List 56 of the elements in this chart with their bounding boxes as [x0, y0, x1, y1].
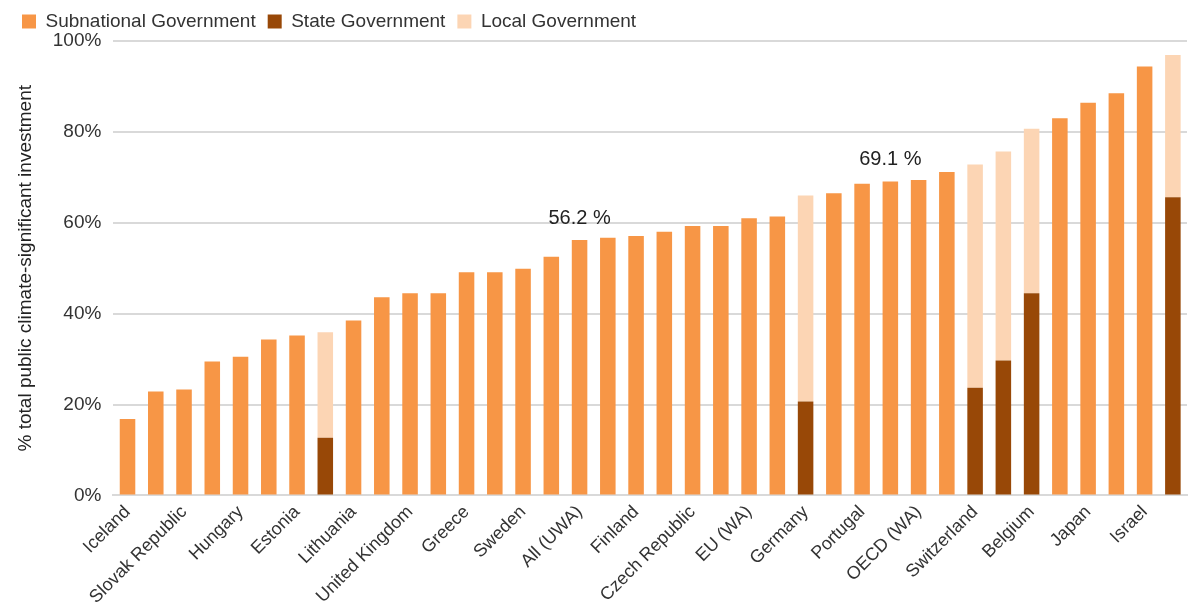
- bar: [684, 225, 701, 495]
- bar: [289, 335, 305, 495]
- bar: [797, 195, 814, 402]
- bar: [148, 391, 164, 495]
- legend-label: Local Government: [480, 9, 637, 31]
- bar: [1052, 118, 1068, 495]
- bar: [769, 216, 786, 495]
- bar: [600, 237, 616, 495]
- bar: [232, 356, 249, 495]
- bar: [882, 181, 899, 495]
- bar: [1108, 93, 1125, 495]
- bar: [910, 180, 927, 495]
- bar: [628, 235, 644, 495]
- bar: [543, 256, 560, 495]
- y-tick-label: 40%: [63, 301, 102, 323]
- bar: [854, 183, 870, 495]
- legend-label: State Government: [291, 9, 447, 31]
- bar: [317, 332, 334, 438]
- bar: [261, 339, 277, 495]
- bar: [487, 272, 503, 495]
- bar: [402, 293, 418, 495]
- bar: [967, 164, 983, 388]
- y-tick-label: 100%: [52, 29, 102, 51]
- y-tick-label: 80%: [63, 120, 102, 142]
- bar: [1023, 293, 1040, 495]
- data-label: 69.1 %: [859, 146, 922, 169]
- bar: [826, 193, 842, 495]
- bar: [939, 171, 955, 495]
- bar: [656, 231, 673, 495]
- bar: [1165, 55, 1181, 198]
- bar: [119, 419, 136, 495]
- bar: [1165, 197, 1181, 495]
- bar: [571, 240, 588, 495]
- bar: [515, 268, 531, 495]
- bar: [430, 293, 447, 495]
- bar: [176, 389, 192, 495]
- bar: [1136, 66, 1153, 495]
- bar: [1080, 102, 1096, 495]
- y-tick-label: 60%: [63, 211, 102, 233]
- legend-label: Subnational Government: [45, 9, 257, 31]
- bar: [374, 297, 390, 495]
- bar: [1023, 128, 1040, 294]
- data-label: 56.2 %: [548, 205, 611, 228]
- bar: [458, 272, 475, 495]
- y-tick-label: 0%: [73, 483, 102, 505]
- bar: [204, 361, 221, 495]
- bar: [345, 320, 362, 495]
- bar: [317, 437, 334, 495]
- bar: [713, 225, 729, 495]
- bar: [797, 401, 814, 495]
- y-axis-title: % total public climate-significant investment: [13, 84, 35, 452]
- bar: [995, 360, 1012, 495]
- y-tick-label: 20%: [63, 392, 102, 414]
- bar: [995, 151, 1012, 361]
- bar: [967, 387, 983, 495]
- bar: [741, 218, 757, 495]
